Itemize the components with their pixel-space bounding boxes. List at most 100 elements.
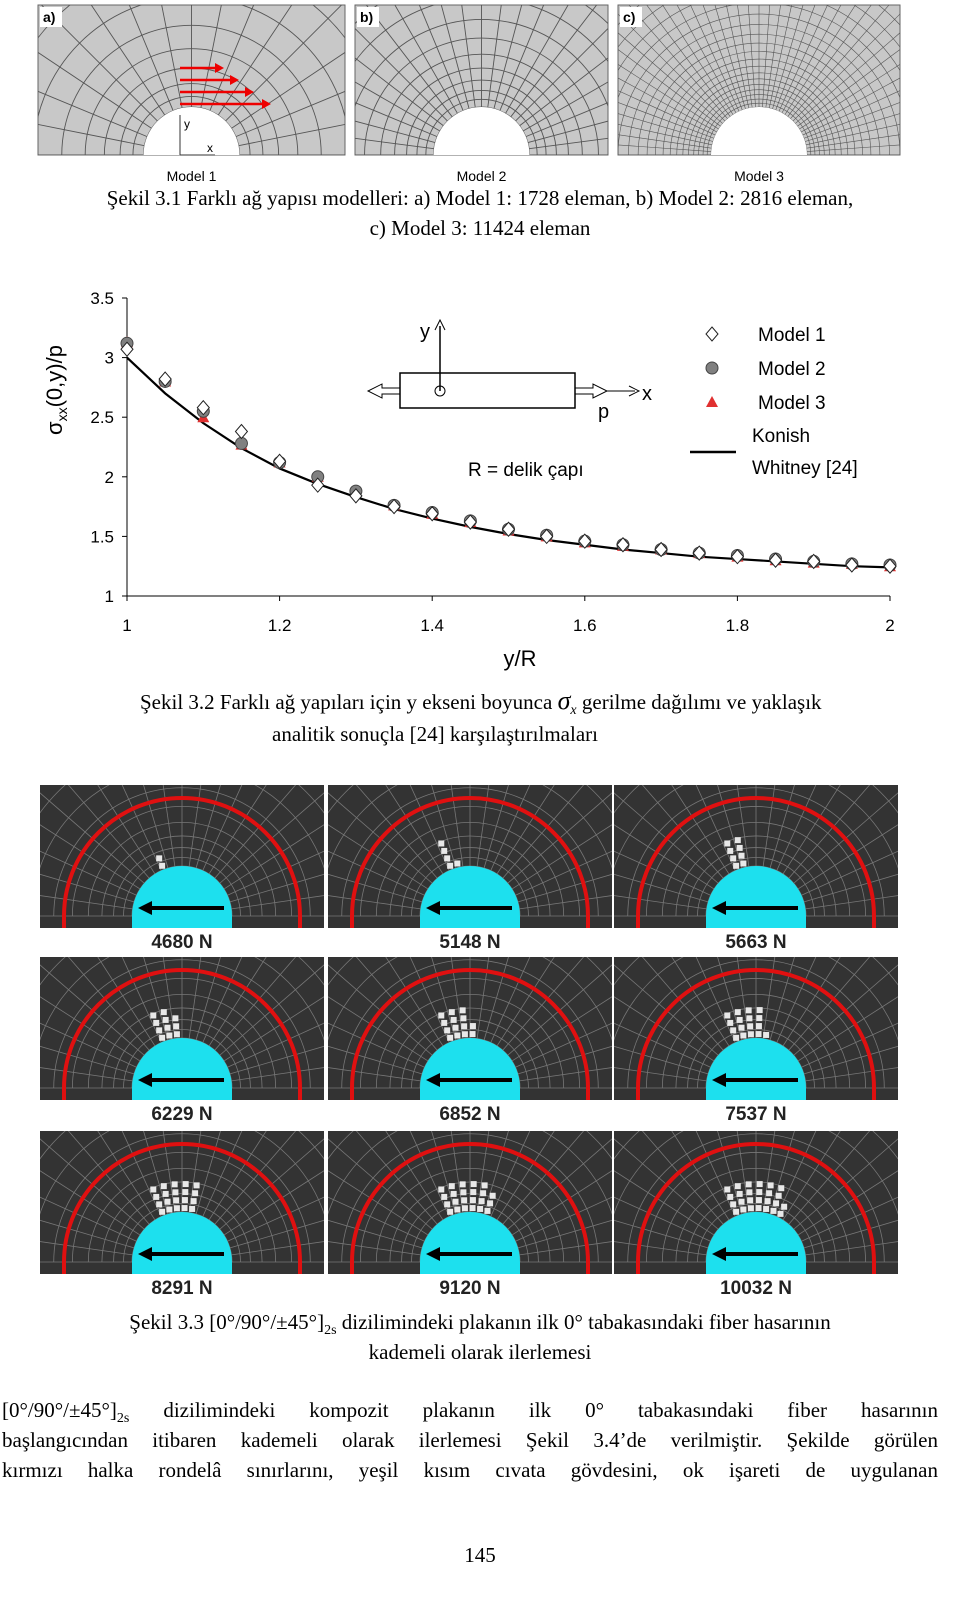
mesh-arc — [697, 857, 815, 917]
mesh-arc — [669, 65, 849, 155]
damage-cell — [450, 1016, 457, 1023]
mesh-line — [502, 785, 585, 879]
caption-text: gerilme dağılımı ve yaklaşık — [581, 690, 822, 714]
damage-cell — [150, 1012, 157, 1019]
damage-cell — [448, 1009, 455, 1016]
mesh-line — [662, 5, 734, 115]
mesh-line — [511, 996, 612, 1062]
mesh-line — [507, 792, 612, 884]
mesh-line — [502, 957, 585, 1051]
paragraph-line: [0°/90°/±45°]2s dizilimindeki kompozit p… — [2, 1398, 938, 1427]
axis-label: y — [184, 117, 190, 131]
damage-cell — [480, 1190, 487, 1197]
damage-cell — [166, 1032, 173, 1039]
mesh-arc — [341, 959, 599, 1089]
load-arrow-head — [230, 75, 239, 85]
bolt — [132, 866, 232, 928]
damage-cell — [755, 1023, 762, 1030]
damage-cell — [182, 1189, 189, 1196]
damage-cell — [461, 1023, 468, 1030]
y-tick-label: 2.5 — [90, 408, 114, 427]
mesh-arc — [661, 1168, 851, 1263]
mesh-arc — [101, 1007, 263, 1089]
damage-cell — [736, 1190, 743, 1197]
x-tick-label: 2 — [885, 616, 894, 635]
model-label: Model 1 — [167, 168, 217, 184]
marker — [768, 552, 783, 569]
y-tick-label: 1.5 — [90, 527, 114, 546]
damage-cell — [740, 1206, 747, 1213]
bolt — [420, 866, 520, 928]
load-arrow-head — [426, 1247, 440, 1261]
damage-cell — [763, 1031, 770, 1038]
mesh-line — [209, 5, 255, 111]
damage-cell — [460, 1189, 467, 1196]
legend-marker — [706, 396, 718, 407]
mesh-line — [219, 1138, 324, 1230]
symbol: σ — [42, 421, 67, 435]
mesh-line — [788, 957, 871, 1051]
bolt — [706, 1212, 806, 1274]
damage-cell — [738, 852, 745, 859]
mesh-line — [641, 1131, 724, 1225]
subscript: xx — [54, 407, 70, 421]
mesh-line — [618, 64, 719, 130]
damage-cell — [733, 862, 740, 869]
bolt — [420, 1212, 520, 1274]
mesh-line — [128, 5, 174, 111]
mesh-line — [38, 51, 152, 129]
damage-cell — [747, 1031, 754, 1038]
damage-cell — [756, 1181, 763, 1188]
load-arrow-head — [138, 1247, 152, 1261]
mesh-arc — [380, 53, 583, 155]
mesh-line — [355, 957, 438, 1051]
washer-ring — [62, 968, 302, 1100]
load-arrow-head — [215, 63, 224, 73]
damage-cell — [153, 1019, 160, 1026]
marker — [425, 505, 439, 522]
figure-3-3: 4680 N 5148 N 5663 N 6229 N 6852 N 7537 N 8291… — [40, 785, 898, 1299]
annotation: y — [420, 321, 430, 343]
mesh-arc — [662, 59, 856, 155]
load-arrow-head — [138, 901, 152, 915]
mesh-arc — [411, 857, 529, 917]
paragraph-line: kırmızı halka rondelâ sınırlarını, yeşil… — [2, 1458, 938, 1482]
mesh-line — [797, 824, 898, 890]
mesh-line — [614, 964, 719, 1056]
marker — [883, 558, 897, 574]
inset-load-right — [575, 383, 609, 399]
mesh-line — [800, 77, 900, 133]
mesh-arc — [411, 1029, 529, 1089]
mesh-arc — [38, 5, 345, 119]
damage-cell — [770, 1207, 777, 1214]
clip-group — [40, 785, 324, 928]
mesh-line — [328, 1138, 433, 1230]
mesh-arc — [706, 102, 812, 155]
mesh-arc — [328, 785, 612, 869]
legend-marker — [705, 361, 719, 375]
mesh-line — [793, 1138, 898, 1230]
marker — [578, 533, 592, 549]
mesh-arc — [406, 79, 557, 155]
damage-cell — [727, 1193, 734, 1200]
mesh-arc — [688, 84, 830, 155]
damage-cell — [193, 1182, 200, 1189]
mesh-line — [519, 57, 608, 127]
mesh-arc — [675, 1007, 837, 1089]
mesh-arc — [40, 1131, 324, 1215]
x-tick-label: 1.6 — [573, 616, 597, 635]
damage-cell — [747, 1197, 754, 1204]
marker — [349, 488, 363, 504]
damage-cell — [736, 844, 743, 851]
mesh-line — [614, 1138, 719, 1230]
mesh-line — [614, 824, 715, 890]
mesh-arc — [645, 977, 867, 1089]
washer-ring — [636, 968, 876, 1100]
damage-cell — [755, 1205, 762, 1212]
legend-label: Model 2 — [758, 359, 826, 380]
mesh-arc — [697, 1029, 815, 1089]
damage-cell — [162, 1016, 169, 1023]
y-tick-label: 3.5 — [90, 289, 114, 308]
damage-cell — [461, 1031, 468, 1038]
mesh-arc — [682, 78, 836, 155]
